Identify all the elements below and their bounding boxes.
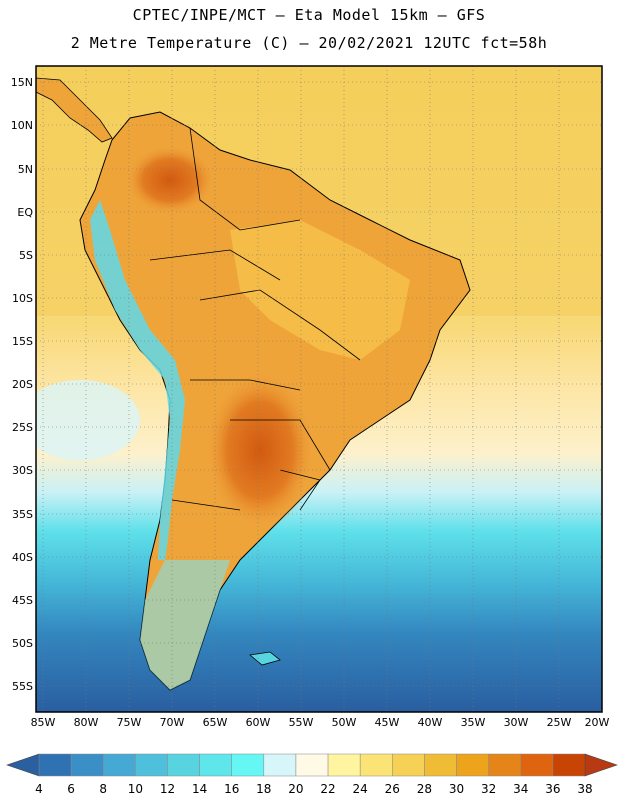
title-line-1: CPTEC/INPE/MCT – Eta Model 15km – GFS: [132, 6, 486, 24]
longitude-labels: 85W 80W 75W 70W 65W 60W 55W 50W 45W 40W …: [31, 716, 610, 729]
colorbar-swatch: [199, 753, 232, 777]
lat-label: 55S: [12, 680, 33, 693]
lat-label: 25S: [12, 421, 33, 434]
colorbar-arrow-high: [584, 753, 618, 777]
colorbar-label: 22: [320, 782, 335, 796]
lon-label: 80W: [74, 716, 99, 729]
colorbar-label: 28: [417, 782, 432, 796]
lat-label: 15S: [12, 335, 33, 348]
colorbar-swatch: [38, 753, 72, 777]
country-borders: [149, 127, 361, 511]
colorbar-swatch: [392, 753, 425, 777]
lat-label: 35S: [12, 508, 33, 521]
lat-label: 50S: [12, 637, 33, 650]
hot-region-venezuela: [125, 145, 215, 215]
lon-label: 35W: [461, 716, 486, 729]
lon-label: 75W: [117, 716, 142, 729]
lat-label: 5N: [18, 163, 33, 176]
colorbar-label: 14: [192, 782, 207, 796]
colorbar-label: 18: [256, 782, 271, 796]
lon-label: 20W: [585, 716, 610, 729]
lon-label: 60W: [246, 716, 271, 729]
title-line-2: 2 Metre Temperature (C) – 20/02/2021 12U…: [70, 34, 548, 52]
colorbar-swatch: [295, 753, 329, 777]
lon-label: 50W: [332, 716, 357, 729]
patagonia-cool-area: [140, 560, 230, 690]
lon-label: 70W: [160, 716, 185, 729]
colorbar-label: 20: [288, 782, 303, 796]
lat-label: 40S: [12, 551, 33, 564]
colorbar-swatch: [552, 753, 586, 777]
lat-label: 10S: [12, 292, 33, 305]
colorbar-label: 34: [513, 782, 528, 796]
lon-label: 40W: [418, 716, 443, 729]
cold-pocket-pacific: [36, 380, 140, 460]
colorbar-swatch: [263, 753, 297, 777]
colorbar-swatch: [231, 753, 265, 777]
andes-cold-strip: [90, 200, 185, 560]
central-america-land: [36, 77, 113, 143]
lon-label: 30W: [504, 716, 529, 729]
colorbar-label: 10: [128, 782, 143, 796]
colorbar-swatch: [70, 753, 104, 777]
colorbar: 4 6 8 10 12 14 16 18 20 22 24 26 28 30 32 34 36 38: [6, 753, 618, 796]
lat-label: 20S: [12, 378, 33, 391]
latitude-labels: 15N 10N 5N EQ 5S 10S 15S 20S 25S 30S 35S…: [11, 76, 34, 693]
colorbar-label: 32: [481, 782, 496, 796]
colorbar-label: 6: [67, 782, 75, 796]
colorbar-swatch: [424, 753, 457, 777]
colorbar-label: 4: [35, 782, 43, 796]
hot-region-chaco: [205, 370, 315, 530]
colorbar-swatch: [520, 753, 554, 777]
falkland-islands: [249, 651, 281, 666]
colorbar-arrow-low: [6, 753, 40, 777]
lat-label: 10N: [11, 119, 33, 132]
colorbar-label: 38: [577, 782, 592, 796]
lat-label: 15N: [11, 76, 33, 89]
lat-label: EQ: [17, 206, 33, 219]
colorbar-swatch: [167, 753, 200, 777]
colorbar-label: 12: [160, 782, 175, 796]
colorbar-label: 26: [385, 782, 400, 796]
lon-label: 85W: [31, 716, 56, 729]
lat-label: 30S: [12, 464, 33, 477]
colorbar-label: 36: [545, 782, 560, 796]
colorbar-swatch: [359, 753, 393, 777]
colorbar-swatch: [327, 753, 361, 777]
colorbar-swatch: [488, 753, 522, 777]
colorbar-label: 30: [449, 782, 464, 796]
lat-label: 5S: [19, 249, 33, 262]
colorbar-swatch: [456, 753, 489, 777]
lat-label: 45S: [12, 594, 33, 607]
lon-label: 55W: [289, 716, 314, 729]
colorbar-swatch: [135, 753, 168, 777]
colorbar-label: 8: [99, 782, 107, 796]
colorbar-swatch: [102, 753, 136, 777]
colorbar-label: 16: [224, 782, 239, 796]
lon-label: 65W: [203, 716, 228, 729]
lon-label: 25W: [547, 716, 572, 729]
lon-label: 45W: [375, 716, 400, 729]
map-frame: [35, 65, 603, 713]
colorbar-label: 24: [353, 782, 368, 796]
